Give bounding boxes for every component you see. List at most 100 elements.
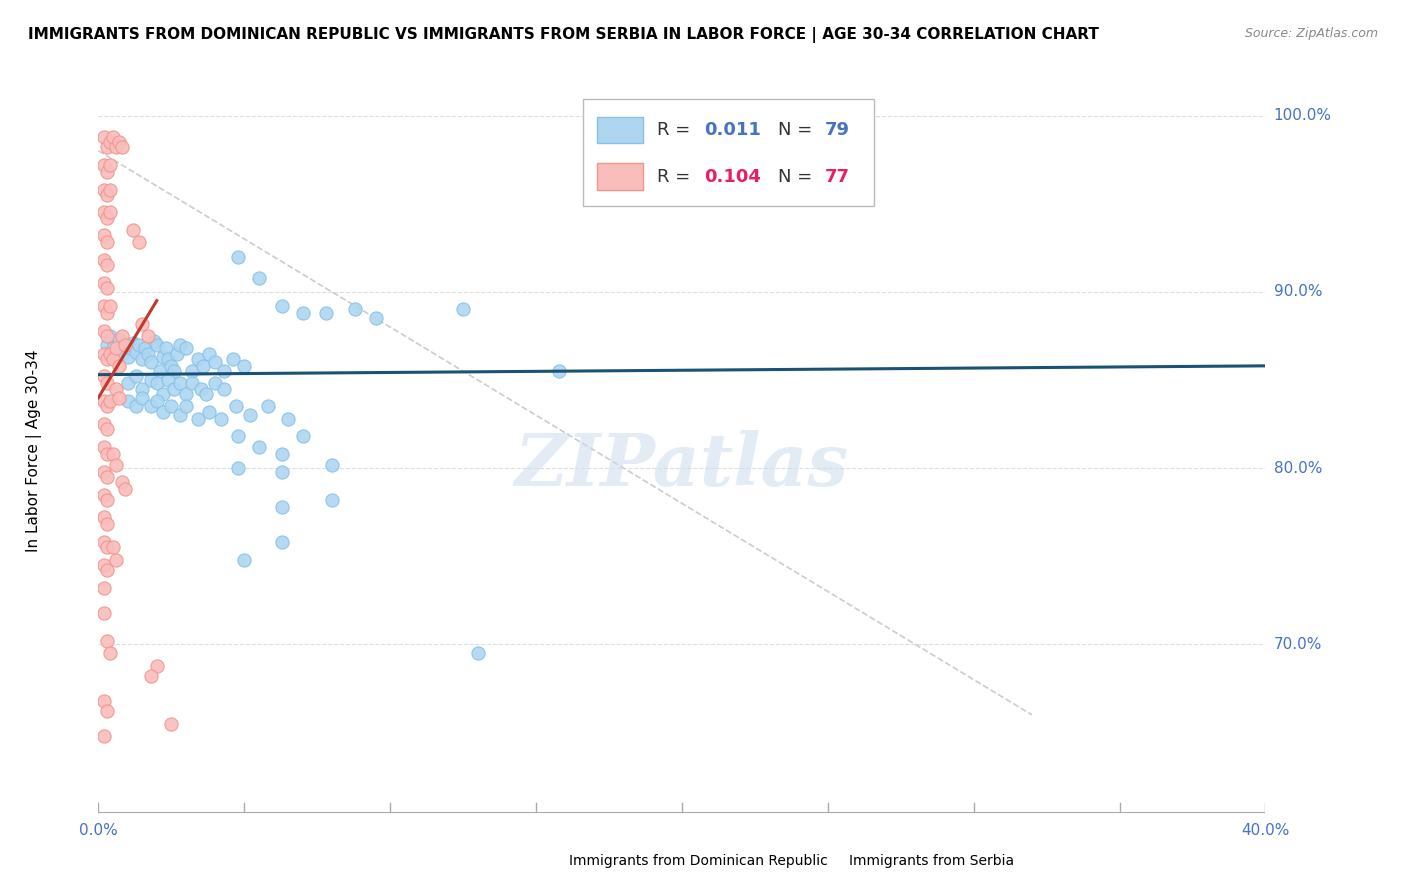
Point [96,563,118,577]
Point [271,447,294,461]
Point [364,311,387,326]
Point [157,373,180,387]
Point [93,158,115,172]
Point [256,400,278,414]
Point [122,335,145,350]
Point [96,351,118,366]
Point [160,716,183,731]
Point [247,270,270,285]
Point [93,394,115,409]
Point [96,140,118,154]
Point [228,429,250,443]
Point [136,346,159,360]
Point [93,535,115,549]
Point [96,400,118,414]
Point [114,337,136,351]
Point [104,458,127,472]
Point [101,351,124,366]
Point [111,346,134,360]
Point [101,541,124,555]
Text: Immigrants from Serbia: Immigrants from Serbia [849,855,1014,868]
Point [96,281,118,295]
Point [96,235,118,250]
Point [104,351,127,366]
Point [221,351,243,366]
Point [187,411,209,425]
Point [104,553,127,567]
Point [212,382,235,396]
Point [108,391,131,405]
Point [96,187,118,202]
Point [131,317,153,331]
Point [101,341,124,355]
Point [93,183,115,197]
Text: 77: 77 [824,168,849,186]
Text: Source: ZipAtlas.com: Source: ZipAtlas.com [1244,27,1378,40]
Point [98,329,121,343]
Point [467,646,489,660]
Point [104,382,127,396]
Point [233,359,256,373]
Point [146,394,169,409]
Point [96,470,118,484]
Point [198,346,221,360]
Point [93,606,115,620]
Point [277,411,299,425]
Point [93,129,115,144]
Point [139,669,162,683]
Point [108,332,131,346]
Point [98,158,121,172]
Point [96,633,118,648]
Point [128,235,150,250]
Point [212,364,235,378]
Point [271,299,294,313]
Point [125,369,148,384]
Point [291,429,314,443]
Text: 70.0%: 70.0% [1274,637,1322,652]
Point [93,465,115,479]
Point [96,211,118,225]
Point [344,302,367,317]
Point [117,350,139,364]
Point [271,465,294,479]
Point [163,364,186,378]
Text: 90.0%: 90.0% [1274,285,1322,300]
Point [271,500,294,514]
Point [120,341,142,355]
Point [111,329,134,343]
Text: R =: R = [658,121,690,139]
Text: 0.011: 0.011 [704,121,761,139]
Point [548,364,571,378]
Text: 40.0%: 40.0% [1241,823,1289,838]
FancyBboxPatch shape [596,117,644,144]
Text: 0.104: 0.104 [704,168,761,186]
Text: 0.0%: 0.0% [79,823,118,838]
Point [169,408,191,422]
Point [93,729,115,743]
Text: N =: N = [778,121,811,139]
Point [96,517,118,532]
Point [98,183,121,197]
Point [96,306,118,320]
Point [96,447,118,461]
Point [152,350,174,364]
Point [271,535,294,549]
FancyBboxPatch shape [513,850,557,872]
Point [125,344,148,359]
Point [93,228,115,243]
Text: 100.0%: 100.0% [1274,108,1331,123]
Point [247,440,270,454]
FancyBboxPatch shape [596,163,644,190]
Point [166,346,188,360]
Point [98,299,121,313]
Point [114,482,136,496]
Point [131,351,153,366]
Text: N =: N = [778,168,811,186]
Point [169,337,191,351]
Point [111,140,134,154]
Point [291,306,314,320]
FancyBboxPatch shape [793,850,837,872]
Point [225,400,247,414]
Point [104,341,127,355]
Point [96,165,118,179]
